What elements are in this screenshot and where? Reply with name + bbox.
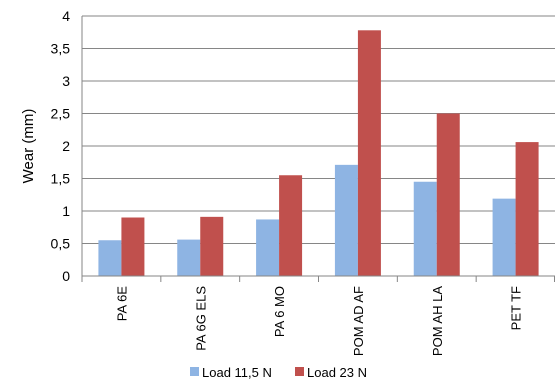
bar-load-23n-1 — [200, 216, 224, 276]
legend-swatch-load-11-5n — [190, 367, 199, 376]
y-tick-label: 3,5 — [51, 41, 71, 57]
x-tick-labels: PA 6E PA 6G ELS PA 6 MO POM AD AF POM AH LA P… — [81, 276, 555, 356]
bar-load-23n-2 — [279, 175, 303, 276]
y-axis-title: Wear (mm) — [20, 109, 37, 184]
bar-load-11-5n-4 — [413, 181, 437, 276]
bar-load-23n-3 — [357, 30, 381, 276]
x-tick-label: POM AH LA — [430, 286, 445, 356]
y-tick-label: 0 — [62, 268, 70, 284]
y-tick-labels: 0 0,5 1 1,5 2 2,5 3 3,5 4 — [51, 8, 71, 284]
bar-load-23n-5 — [515, 142, 539, 276]
bar-load-11-5n-5 — [492, 198, 516, 276]
x-tick-label: PET TF — [509, 286, 524, 330]
legend-swatch-load-23n — [295, 367, 304, 376]
x-tick-label: PA 6G ELS — [193, 286, 208, 351]
y-tick-label: 4 — [62, 8, 70, 24]
legend-label-load-23n: Load 23 N — [307, 365, 367, 380]
legend-label-load-11-5n: Load 11,5 N — [202, 365, 272, 380]
y-tick-label: 0,5 — [51, 236, 71, 252]
y-tick-label: 1 — [62, 203, 70, 219]
bar-load-11-5n-2 — [256, 219, 280, 276]
x-tick-label: PA 6E — [114, 286, 129, 322]
bar-load-23n-4 — [436, 113, 460, 276]
bar-load-11-5n-1 — [177, 239, 201, 276]
gridlines — [82, 15, 555, 244]
bar-load-11-5n-3 — [334, 164, 358, 276]
y-tick-label: 3 — [62, 73, 70, 89]
x-tick-label: PA 6 MO — [272, 286, 287, 337]
x-tick-label: POM AD AF — [351, 286, 366, 356]
bar-load-23n-0 — [121, 217, 145, 276]
y-tick-label: 2,5 — [51, 106, 71, 122]
legend: Load 11,5 N Load 23 N — [190, 365, 367, 380]
y-tick-label: 1,5 — [51, 171, 71, 187]
y-tick-label: 2 — [62, 138, 70, 154]
bars — [98, 30, 539, 276]
bar-load-11-5n-0 — [98, 240, 122, 276]
